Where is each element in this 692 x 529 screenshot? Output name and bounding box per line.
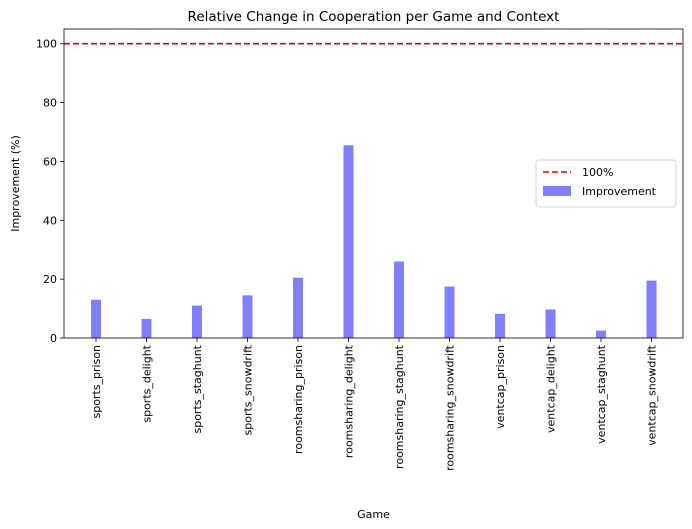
legend-improvement-label: Improvement bbox=[582, 185, 657, 198]
x-tick-label-ventcap_delight: ventcap_delight bbox=[545, 344, 558, 433]
x-tick-label-sports_staghunt: sports_staghunt bbox=[191, 344, 204, 433]
legend-improvement-swatch bbox=[543, 186, 571, 196]
bar-ventcap_prison bbox=[495, 313, 505, 338]
plot-frame bbox=[63, 28, 684, 339]
bar-roomsharing_staghunt bbox=[394, 261, 404, 338]
y-tick-label-40: 40 bbox=[43, 214, 57, 227]
x-tick-label-roomsharing_prison: roomsharing_prison bbox=[292, 345, 305, 454]
bar-roomsharing_snowdrift bbox=[444, 286, 455, 338]
bar-sports_snowdrift bbox=[242, 295, 253, 338]
y-tick-label-80: 80 bbox=[43, 97, 57, 110]
y-axis-label: Improvement (%) bbox=[9, 135, 22, 232]
bar-ventcap_staghunt bbox=[596, 330, 606, 338]
x-tick-label-sports_snowdrift: sports_snowdrift bbox=[242, 344, 255, 435]
bar-ventcap_snowdrift bbox=[646, 280, 657, 338]
legend: 100% Improvement bbox=[535, 159, 677, 208]
x-tick-label-ventcap_prison: ventcap_prison bbox=[494, 345, 507, 429]
bars bbox=[91, 145, 657, 338]
legend-reference-label: 100% bbox=[582, 166, 613, 179]
x-axis-ticks: sports_prison sports_delight sports_staghu… bbox=[90, 338, 659, 471]
bar-sports_prison bbox=[91, 299, 101, 338]
y-axis-ticks: 0 20 40 60 80 100 bbox=[36, 38, 64, 345]
y-tick-label-20: 20 bbox=[43, 273, 57, 286]
x-tick-label-sports_delight: sports_delight bbox=[141, 344, 154, 422]
bar-roomsharing_delight bbox=[343, 145, 354, 338]
bar-sports_delight bbox=[141, 318, 152, 338]
y-tick-label-100: 100 bbox=[36, 38, 57, 51]
x-tick-label-roomsharing_delight: roomsharing_delight bbox=[343, 344, 356, 458]
x-tick-label-ventcap_snowdrift: ventcap_snowdrift bbox=[646, 344, 659, 446]
bar-roomsharing_prison bbox=[293, 277, 303, 338]
chart-title: Relative Change in Cooperation per Game … bbox=[188, 9, 560, 25]
y-tick-label-60: 60 bbox=[43, 155, 57, 168]
bar-sports_staghunt bbox=[192, 305, 202, 338]
x-tick-label-roomsharing_snowdrift: roomsharing_snowdrift bbox=[444, 344, 457, 471]
y-tick-label-0: 0 bbox=[50, 332, 57, 345]
x-tick-label-roomsharing_staghunt: roomsharing_staghunt bbox=[393, 344, 406, 469]
x-tick-label-sports_prison: sports_prison bbox=[90, 345, 103, 419]
x-axis-label: Game bbox=[357, 508, 390, 521]
x-tick-label-ventcap_staghunt: ventcap_staghunt bbox=[595, 344, 608, 444]
bar-ventcap_delight bbox=[545, 309, 556, 338]
